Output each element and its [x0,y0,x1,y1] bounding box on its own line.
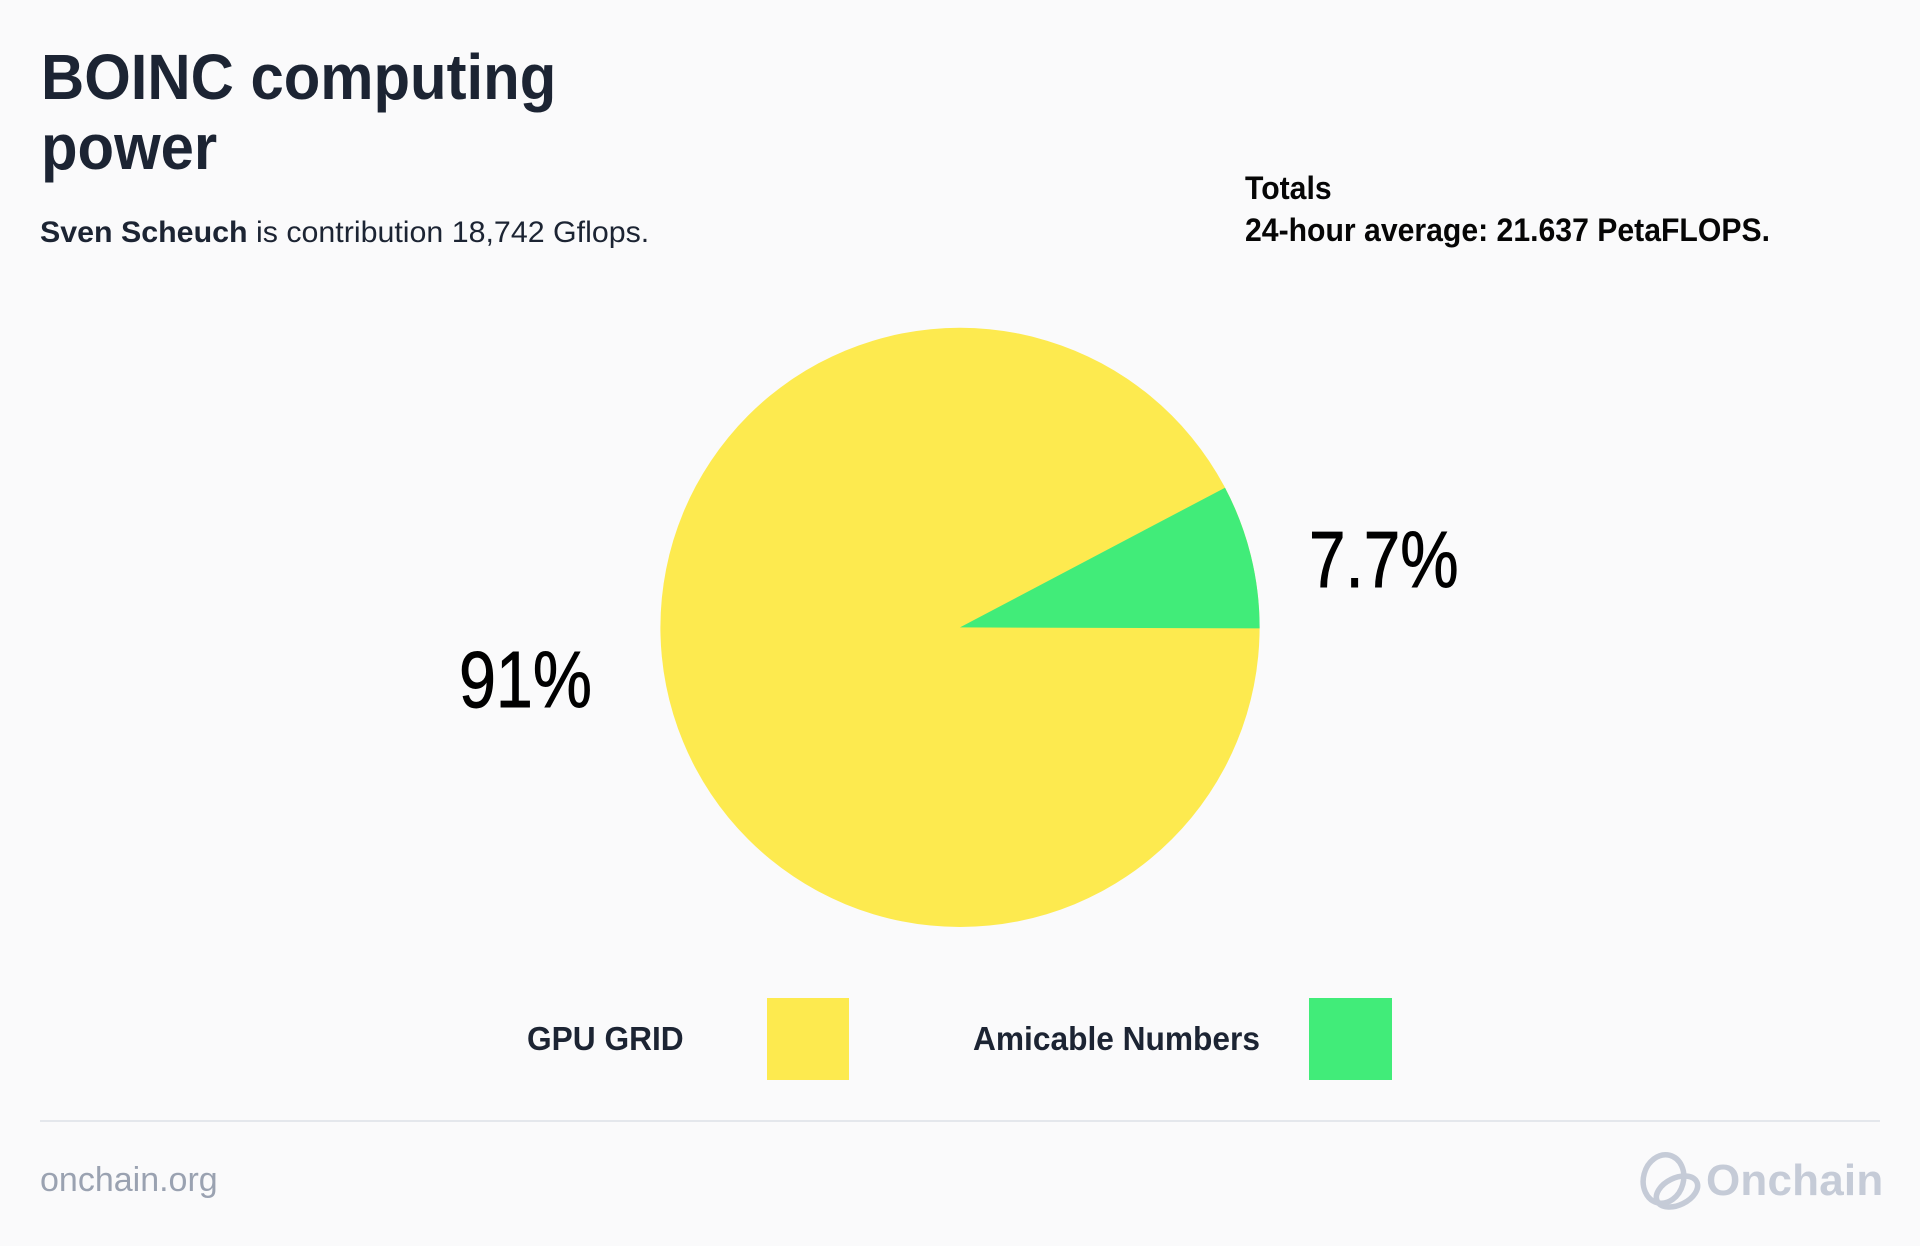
svg-text:Onchain: Onchain [1706,1156,1883,1205]
